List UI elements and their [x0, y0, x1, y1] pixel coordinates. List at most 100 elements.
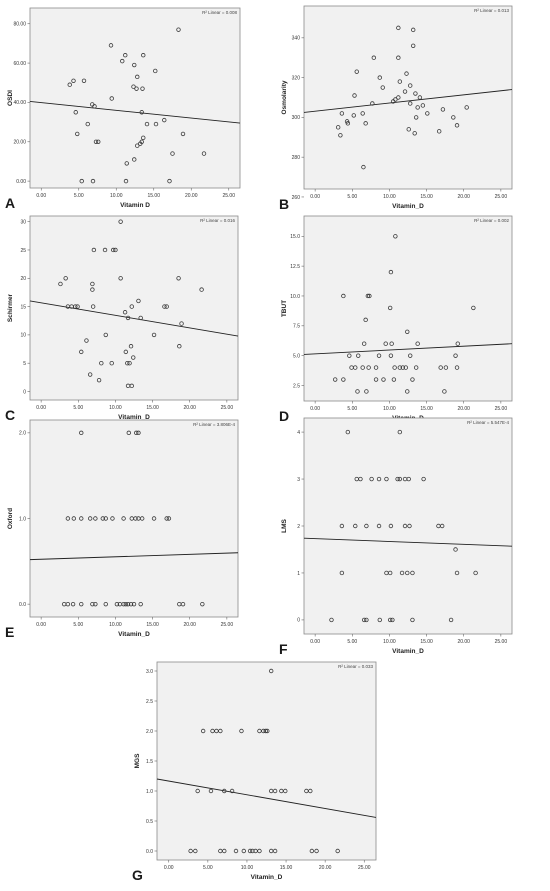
data-point	[65, 516, 71, 521]
data-point	[263, 728, 268, 734]
data-point	[268, 668, 274, 674]
r-squared-label: R² Linear = 0.016	[200, 218, 235, 223]
data-point	[70, 601, 76, 607]
x-tick-label: 25.00	[358, 865, 371, 871]
data-point	[309, 848, 315, 854]
panel-letter: E	[5, 624, 14, 640]
y-axis-label: Osmolarity	[281, 80, 288, 114]
data-point	[354, 69, 359, 74]
data-point	[363, 317, 368, 323]
fit-line	[29, 300, 239, 337]
data-point	[439, 523, 445, 529]
x-tick-label: 10.00	[110, 193, 123, 199]
scatter-panel-oxford: 0.00 5.00 10.00 15.00 20.00 25.00 0.0 1.0 2.0 R² …	[5, 419, 239, 640]
data-point	[412, 131, 417, 136]
data-point	[366, 365, 371, 370]
data-point	[335, 848, 340, 854]
y-axis-label: MGS	[134, 753, 141, 768]
x-tick-label: 15.00	[420, 194, 433, 200]
data-point	[58, 281, 63, 287]
data-point	[92, 104, 97, 109]
data-point	[376, 523, 382, 529]
data-point	[361, 164, 366, 170]
data-point	[397, 476, 403, 482]
data-point	[75, 304, 80, 309]
data-point	[408, 101, 413, 106]
y-tick-label: 15	[20, 304, 26, 310]
x-tick-label: 15.00	[147, 193, 160, 199]
data-point	[96, 139, 101, 144]
data-point	[200, 728, 206, 734]
data-point	[71, 78, 76, 83]
plot-area	[29, 215, 239, 401]
data-point	[193, 848, 198, 854]
data-point	[397, 79, 403, 84]
data-point	[90, 178, 96, 184]
y-tick-label: 2.0	[19, 431, 26, 437]
data-point	[448, 617, 454, 623]
data-point	[131, 355, 136, 360]
data-point	[339, 570, 345, 576]
data-point	[177, 344, 182, 349]
data-point	[442, 389, 447, 394]
data-point	[345, 429, 351, 435]
data-point	[79, 349, 84, 355]
x-tick-label: 20.00	[185, 193, 198, 199]
data-point	[420, 103, 426, 108]
data-point	[121, 601, 126, 607]
data-point	[139, 139, 144, 144]
fit-line	[29, 552, 239, 561]
scatter-panel-lms: 0.00 5.00 10.00 15.00 20.00 25.00 0 1 2 3 4 R² Line…	[279, 417, 513, 657]
data-point	[93, 139, 99, 144]
y-tick-label: 60.00	[13, 61, 26, 67]
data-point	[387, 570, 393, 576]
x-tick-label: 5.00	[74, 193, 84, 199]
data-point	[405, 570, 410, 576]
data-point	[390, 99, 396, 104]
fit-line	[156, 778, 377, 818]
data-point	[250, 848, 255, 854]
x-tick-label: 20.00	[183, 622, 196, 628]
data-point	[413, 115, 419, 120]
y-tick-label: 0.0	[146, 849, 153, 855]
data-point	[413, 91, 418, 96]
data-point	[180, 131, 186, 137]
data-point	[81, 78, 87, 83]
data-point	[417, 95, 423, 100]
y-tick-label: 0	[297, 618, 300, 624]
panel-letter: B	[279, 196, 289, 212]
x-tick-label: 25.00	[221, 405, 234, 411]
data-point	[239, 728, 244, 734]
data-point	[122, 310, 128, 315]
data-point	[103, 601, 108, 607]
data-point	[396, 95, 401, 100]
data-point	[408, 353, 413, 358]
data-point	[396, 55, 401, 60]
x-tick-label: 20.00	[457, 194, 470, 200]
y-tick-label: 7.5	[293, 324, 300, 330]
x-tick-label: 25.00	[495, 406, 508, 412]
data-point	[136, 298, 141, 304]
data-point	[131, 84, 136, 89]
data-point	[109, 361, 114, 366]
data-point	[79, 601, 84, 607]
data-point	[141, 135, 146, 141]
data-point	[99, 361, 104, 366]
x-tick-label: 10.00	[383, 406, 396, 412]
data-point	[138, 315, 143, 321]
data-point	[132, 157, 137, 162]
data-point	[410, 570, 415, 576]
data-point	[126, 430, 131, 436]
x-axis-label: Vitamin_D	[392, 648, 424, 655]
data-point	[133, 516, 138, 521]
scatter-panel-mgs: 0.00 5.00 10.00 15.00 20.00 25.00 0.0 0.5 1.0 1.5…	[132, 661, 377, 883]
y-tick-label: 5	[23, 361, 26, 367]
data-point	[139, 110, 144, 115]
data-point	[376, 353, 382, 358]
data-point	[347, 353, 352, 358]
data-point	[353, 365, 358, 370]
data-point	[314, 848, 319, 854]
data-point	[399, 570, 405, 576]
data-point	[139, 516, 145, 521]
x-tick-label: 0.00	[310, 639, 320, 645]
